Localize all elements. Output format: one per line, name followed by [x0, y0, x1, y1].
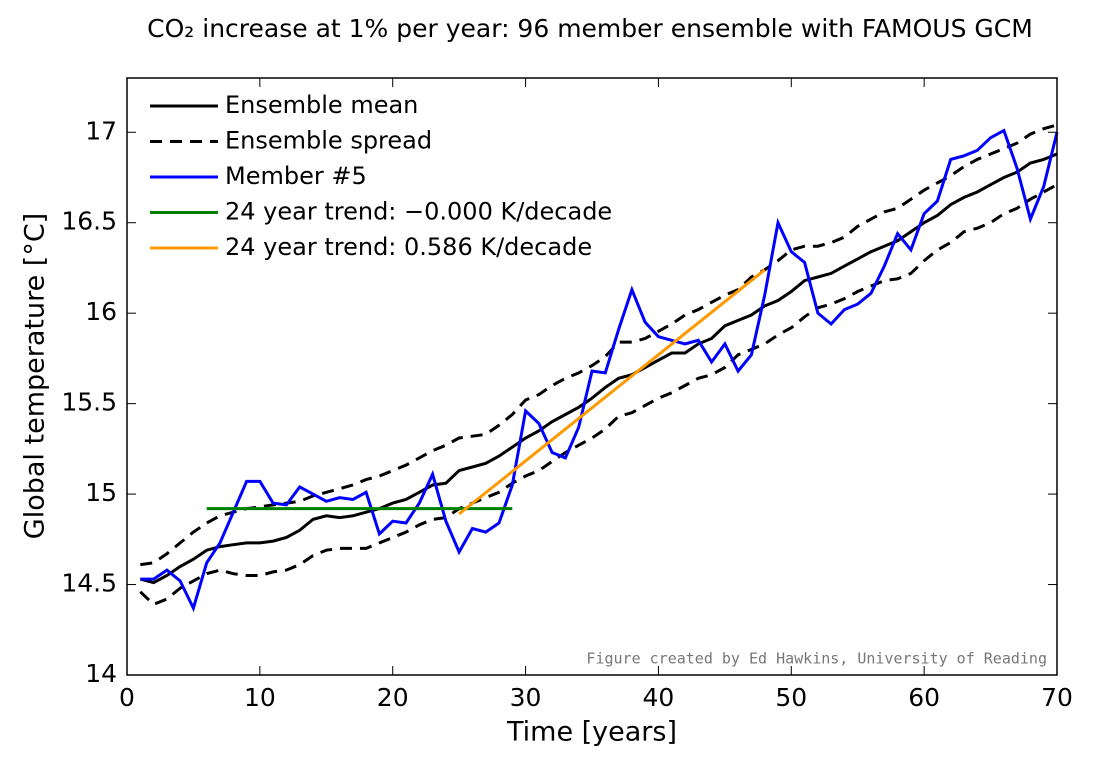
- x-tick-label: 20: [377, 683, 409, 712]
- y-tick-label: 16: [85, 297, 117, 326]
- y-tick-label: 16.5: [61, 207, 117, 236]
- legend-label: 24 year trend: 0.586 K/decade: [225, 233, 592, 261]
- y-tick-label: 17: [85, 116, 117, 145]
- x-tick-label: 0: [119, 683, 135, 712]
- x-tick-label: 40: [643, 683, 675, 712]
- x-tick-label: 60: [908, 683, 940, 712]
- legend-label: Member #5: [225, 162, 367, 190]
- y-tick-label: 15.5: [61, 388, 117, 417]
- data-line: [139, 152, 1058, 585]
- y-tick-label: 14: [85, 659, 117, 688]
- legend-label: 24 year trend: −0.000 K/decade: [225, 198, 612, 226]
- data-line: [139, 183, 1058, 607]
- legend-label: Ensemble spread: [225, 127, 432, 155]
- annotation: Figure created by Ed Hawkins, University…: [586, 650, 1047, 668]
- data-line: [140, 128, 1059, 613]
- y-axis-label: Global temperature [°C]: [20, 213, 51, 539]
- legend-label: Ensemble mean: [225, 91, 418, 119]
- y-tick-label: 15: [85, 478, 117, 507]
- y-tick-label: 14.5: [61, 569, 117, 598]
- x-tick-label: 70: [1041, 683, 1073, 712]
- chart-title: CO₂ increase at 1% per year: 96 member e…: [147, 14, 1033, 43]
- x-tick-label: 50: [775, 683, 807, 712]
- x-tick-label: 10: [244, 683, 276, 712]
- plot-frame: [126, 77, 1058, 676]
- x-axis-label: Time [years]: [506, 717, 677, 748]
- data-line: [140, 123, 1058, 567]
- data-line: [458, 268, 766, 516]
- x-tick-label: 30: [510, 683, 542, 712]
